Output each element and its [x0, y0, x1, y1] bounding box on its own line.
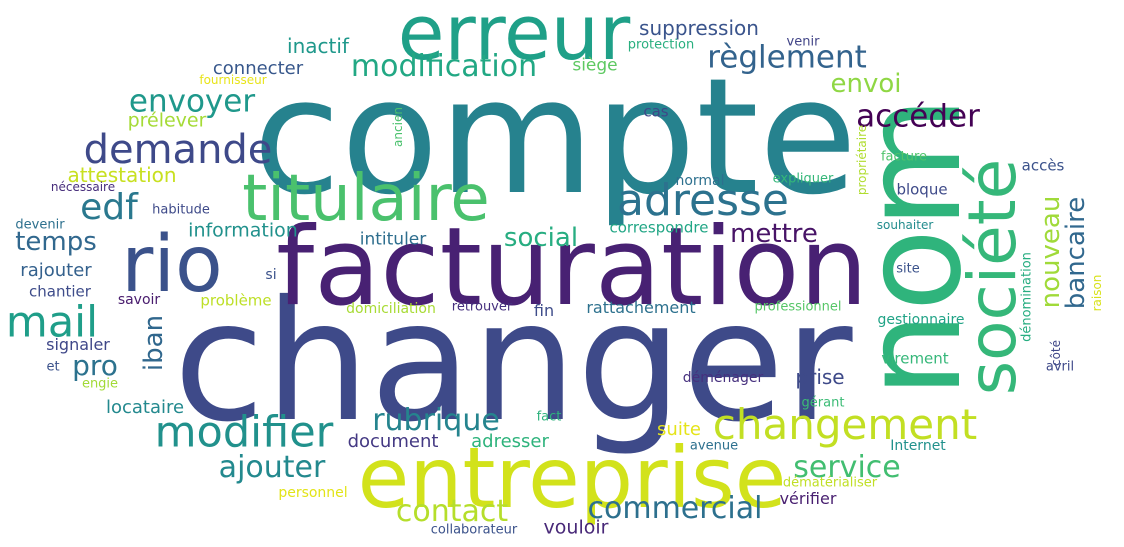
word-18: envoyer: [128, 83, 256, 120]
word-7: rio: [121, 220, 223, 310]
word-27: pro: [72, 349, 118, 382]
word-87: dénomination: [1019, 252, 1035, 342]
word-11: adresse: [616, 175, 790, 226]
word-34: inactif: [287, 34, 349, 58]
word-82: habitude: [152, 202, 210, 218]
word-19: contact: [395, 494, 509, 529]
word-14: modification: [350, 49, 538, 84]
word-2: facturation: [276, 205, 868, 330]
word-8: société: [954, 158, 1031, 396]
word-51: signaler: [46, 335, 110, 354]
word-26: envoi: [830, 69, 902, 99]
word-54: locataire: [105, 397, 185, 418]
word-90: raison: [1090, 274, 1104, 312]
word-21: rubrique: [372, 403, 500, 438]
word-52: et: [46, 359, 60, 375]
word-5: erreur: [397, 0, 631, 77]
word-70: protection: [627, 37, 695, 53]
word-89: avril: [1045, 359, 1075, 375]
word-37: prélever: [127, 109, 207, 132]
word-6: titulaire: [242, 162, 490, 236]
word-76: facture: [880, 149, 928, 165]
word-77: normal: [675, 173, 725, 189]
word-79: bloque: [896, 180, 948, 199]
word-58: prise: [795, 365, 845, 389]
word-53: engie: [81, 376, 119, 392]
word-46: retrouver: [451, 299, 513, 315]
word-16: edf: [80, 187, 138, 228]
word-75: propriétaire: [855, 124, 869, 196]
word-69: vouloir: [543, 516, 609, 539]
word-59: déménager: [682, 370, 764, 386]
word-24: social: [503, 223, 579, 253]
word-64: Internet: [890, 438, 946, 454]
word-41: rajouter: [20, 260, 92, 281]
word-33: suppression: [639, 16, 759, 40]
word-48: rattachement: [586, 298, 696, 317]
word-56: adresser: [471, 431, 549, 452]
word-10: modifier: [154, 407, 334, 458]
word-71: venir: [786, 34, 820, 50]
word-62: fact: [536, 409, 562, 425]
word-36: siège: [572, 55, 618, 76]
word-31: bancaire: [1061, 196, 1091, 310]
word-57: suite: [657, 419, 701, 440]
word-68: collaborateur: [430, 522, 518, 538]
word-23: service: [793, 450, 901, 485]
word-32: attestation: [67, 163, 177, 187]
word-83: devenir: [15, 217, 65, 233]
word-43: savoir: [117, 292, 161, 308]
word-15: règlement: [707, 39, 867, 76]
word-65: dématérialiser: [782, 475, 878, 491]
word-29: iban: [139, 314, 169, 372]
word-28: temps: [15, 227, 97, 257]
word-80: accès: [1021, 156, 1065, 175]
word-25: mettre: [730, 219, 818, 249]
word-12: demande: [83, 127, 273, 173]
word-13: mail: [5, 297, 99, 348]
word-39: intituler: [359, 229, 427, 250]
word-40: correspondre: [609, 218, 709, 237]
word-20: commercial: [587, 491, 763, 526]
word-44: problème: [200, 291, 272, 310]
word-67: personnel: [278, 485, 348, 501]
word-22: ajouter: [218, 450, 326, 485]
word-49: professionnel: [754, 299, 842, 315]
word-45: domiciliation: [346, 301, 436, 317]
word-73: ancien: [391, 107, 405, 147]
word-42: chantier: [29, 282, 91, 301]
word-84: si: [265, 267, 277, 283]
word-47: fin: [533, 301, 555, 320]
word-3: entreprise: [357, 429, 787, 527]
word-17: accéder: [856, 98, 980, 135]
word-81: nécessaire: [50, 180, 116, 194]
word-86: site: [896, 261, 920, 277]
word-0: compte: [252, 43, 858, 230]
word-50: gestionnaire: [877, 312, 965, 328]
word-61: gérant: [801, 395, 845, 411]
word-72: fournisseur: [199, 73, 267, 87]
word-55: document: [347, 431, 439, 452]
word-9: changement: [712, 400, 978, 449]
word-74: cas: [643, 102, 669, 121]
word-35: connecter: [212, 58, 304, 79]
word-85: souhaiter: [876, 218, 934, 232]
word-60: virement: [881, 349, 949, 368]
word-1: changer: [173, 266, 853, 459]
word-38: information: [188, 219, 298, 242]
word-78: expliquer: [772, 171, 834, 187]
word-63: avenue: [689, 438, 739, 454]
word-66: vérifier: [779, 489, 837, 508]
